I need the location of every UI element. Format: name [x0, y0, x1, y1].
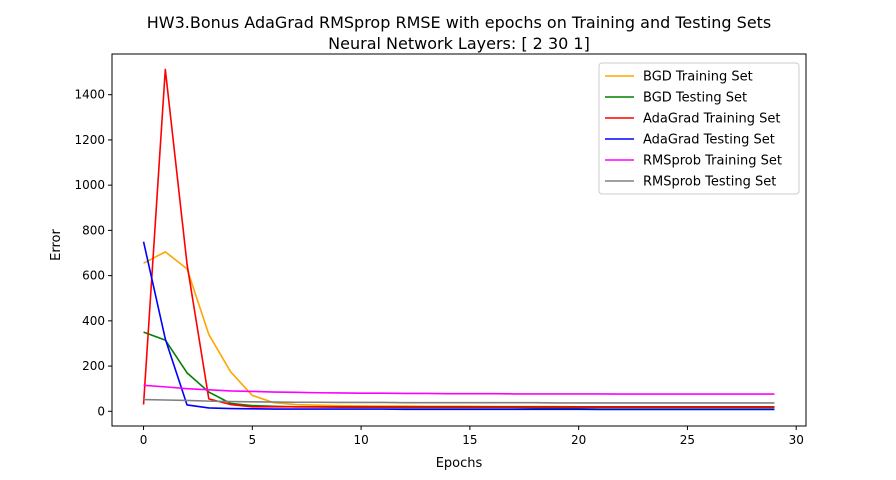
plot-frame	[111, 53, 807, 427]
x-tick-label: 10	[353, 433, 368, 447]
y-axis-label: Error	[49, 229, 64, 261]
y-tick-label: 400	[82, 314, 105, 328]
legend-box	[598, 62, 800, 195]
series-line-3	[142, 68, 775, 408]
chart-subtitle: Neural Network Layers: [ 2 30 1]	[328, 34, 590, 53]
x-tick-label: 5	[249, 433, 257, 447]
y-tick-label: 600	[82, 269, 105, 283]
legend-label-5: RMSprob Training Set	[643, 154, 782, 169]
series-line-6	[143, 398, 775, 404]
legend-label-2: BGD Testing Set	[643, 91, 747, 106]
x-tick-label: 30	[789, 433, 804, 447]
legend-label-6: RMSprob Testing Set	[643, 175, 776, 190]
x-tick-label: 15	[462, 433, 477, 447]
x-tick-label: 0	[140, 433, 148, 447]
y-tick-label: 1400	[74, 88, 105, 102]
series-line-5	[143, 384, 775, 395]
series-line-4	[142, 241, 775, 411]
x-axis-label: Epochs	[436, 456, 483, 471]
legend: BGD Training Set BGD Testing Set AdaGrad T…	[598, 62, 800, 195]
axes: 0 5 10 15 20 25 30 0 200 400 600 800 1000 1200 1400	[74, 88, 803, 447]
series-layer	[142, 68, 775, 411]
y-tick-label: 0	[97, 404, 105, 418]
y-tick-label: 200	[82, 359, 105, 373]
x-tick-label: 25	[680, 433, 695, 447]
y-tick-label: 1200	[74, 133, 105, 147]
y-tick-label: 800	[82, 223, 105, 237]
chart-title: HW3.Bonus AdaGrad RMSprop RMSE with epoc…	[147, 13, 772, 32]
legend-label-3: AdaGrad Training Set	[643, 112, 780, 127]
legend-label-1: BGD Training Set	[643, 70, 753, 85]
legend-label-4: AdaGrad Testing Set	[643, 133, 775, 148]
x-tick-label: 20	[571, 433, 586, 447]
y-tick-label: 1000	[74, 178, 105, 192]
